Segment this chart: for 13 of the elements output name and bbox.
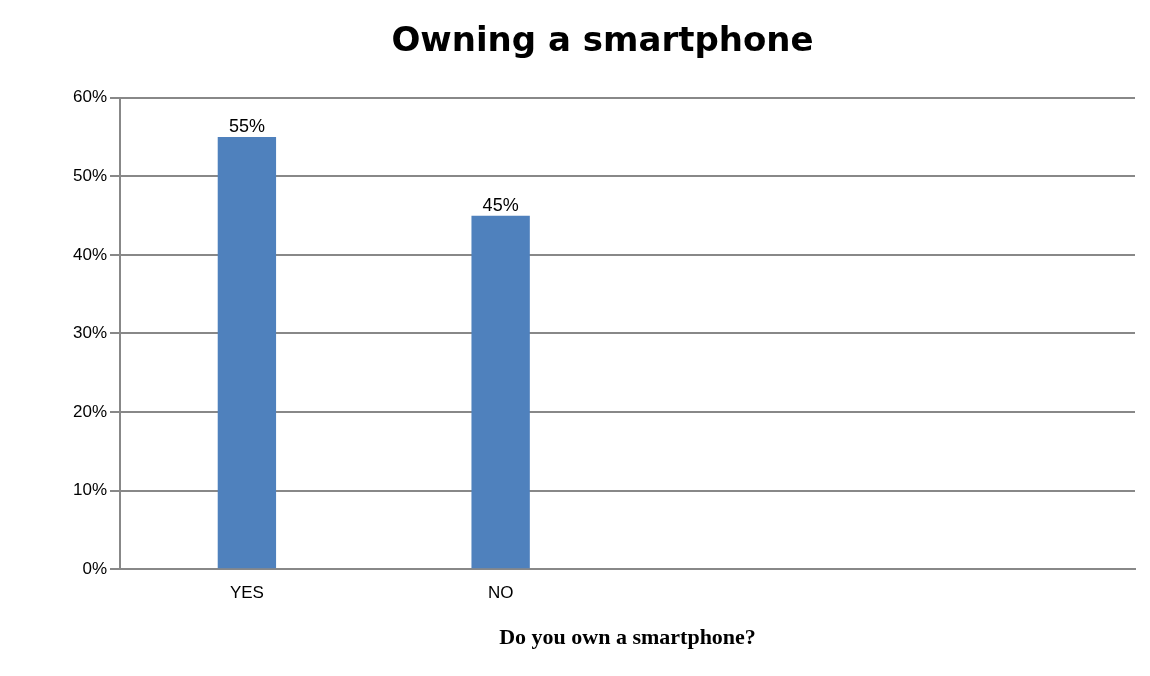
chart-title: Owning a smartphone — [391, 19, 814, 60]
y-tick-label: 50% — [72, 166, 108, 186]
y-tick-label: 60% — [72, 87, 108, 107]
x-axis-title: Do you own a smartphone? — [499, 624, 756, 650]
y-tick-label: 10% — [72, 480, 108, 500]
x-tick-label: YES — [229, 583, 264, 603]
data-label: 55% — [228, 116, 265, 137]
y-tick-label: 30% — [72, 323, 108, 343]
y-tick-label: 0% — [82, 558, 108, 578]
y-tick-label: 20% — [72, 401, 108, 421]
data-label: 45% — [482, 194, 519, 215]
x-tick-label: NO — [487, 583, 514, 603]
y-tick-label: 40% — [72, 244, 108, 264]
